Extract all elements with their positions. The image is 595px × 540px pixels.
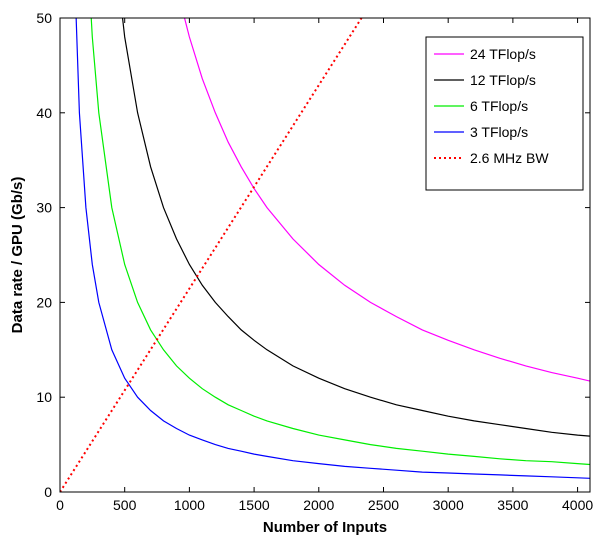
y-tick-label: 20 [36, 294, 52, 310]
x-tick-label: 2500 [368, 497, 399, 513]
plot-frame [59, 17, 591, 493]
x-tick-label: 3000 [433, 497, 464, 513]
y-tick-label: 40 [36, 105, 52, 121]
series-line-0 [183, 18, 590, 382]
x-tick-label: 3500 [497, 497, 528, 513]
legend-label: 12 TFlop/s [470, 72, 536, 88]
series-line-2 [90, 18, 590, 466]
series-layer [60, 18, 590, 492]
series-line-4 [60, 18, 363, 492]
x-tick-label: 2000 [303, 497, 334, 513]
legend-label: 3 TFlop/s [470, 124, 528, 140]
y-tick-label: 30 [36, 200, 52, 216]
x-tick-label: 1500 [239, 497, 270, 513]
legend-label: 6 TFlop/s [470, 98, 528, 114]
x-tick-label: 4000 [562, 497, 593, 513]
y-tick-label: 10 [36, 389, 52, 405]
axis-ticks: 0 500 1000 1500 2000 2500 3000 3500 4000 0 10 20 30 4… [36, 10, 593, 513]
y-tick-label: 50 [36, 10, 52, 26]
series-line-1 [121, 18, 590, 437]
legend: 24 TFlop/s 12 TFlop/s 6 TFlop/s 3 TFlop/s 2.… [425, 36, 584, 191]
y-axis-label: Data rate / GPU (Gb/s) [9, 177, 26, 334]
legend-label: 24 TFlop/s [470, 46, 536, 62]
x-axis-label: Number of Inputs [263, 519, 387, 536]
x-tick-label: 1000 [174, 497, 205, 513]
legend-box [425, 36, 584, 191]
series-line-3 [75, 18, 590, 479]
legend-label: 2.6 MHz BW [470, 150, 549, 166]
x-tick-label: 0 [56, 497, 64, 513]
x-tick-label: 500 [113, 497, 137, 513]
y-tick-label: 0 [44, 484, 52, 500]
